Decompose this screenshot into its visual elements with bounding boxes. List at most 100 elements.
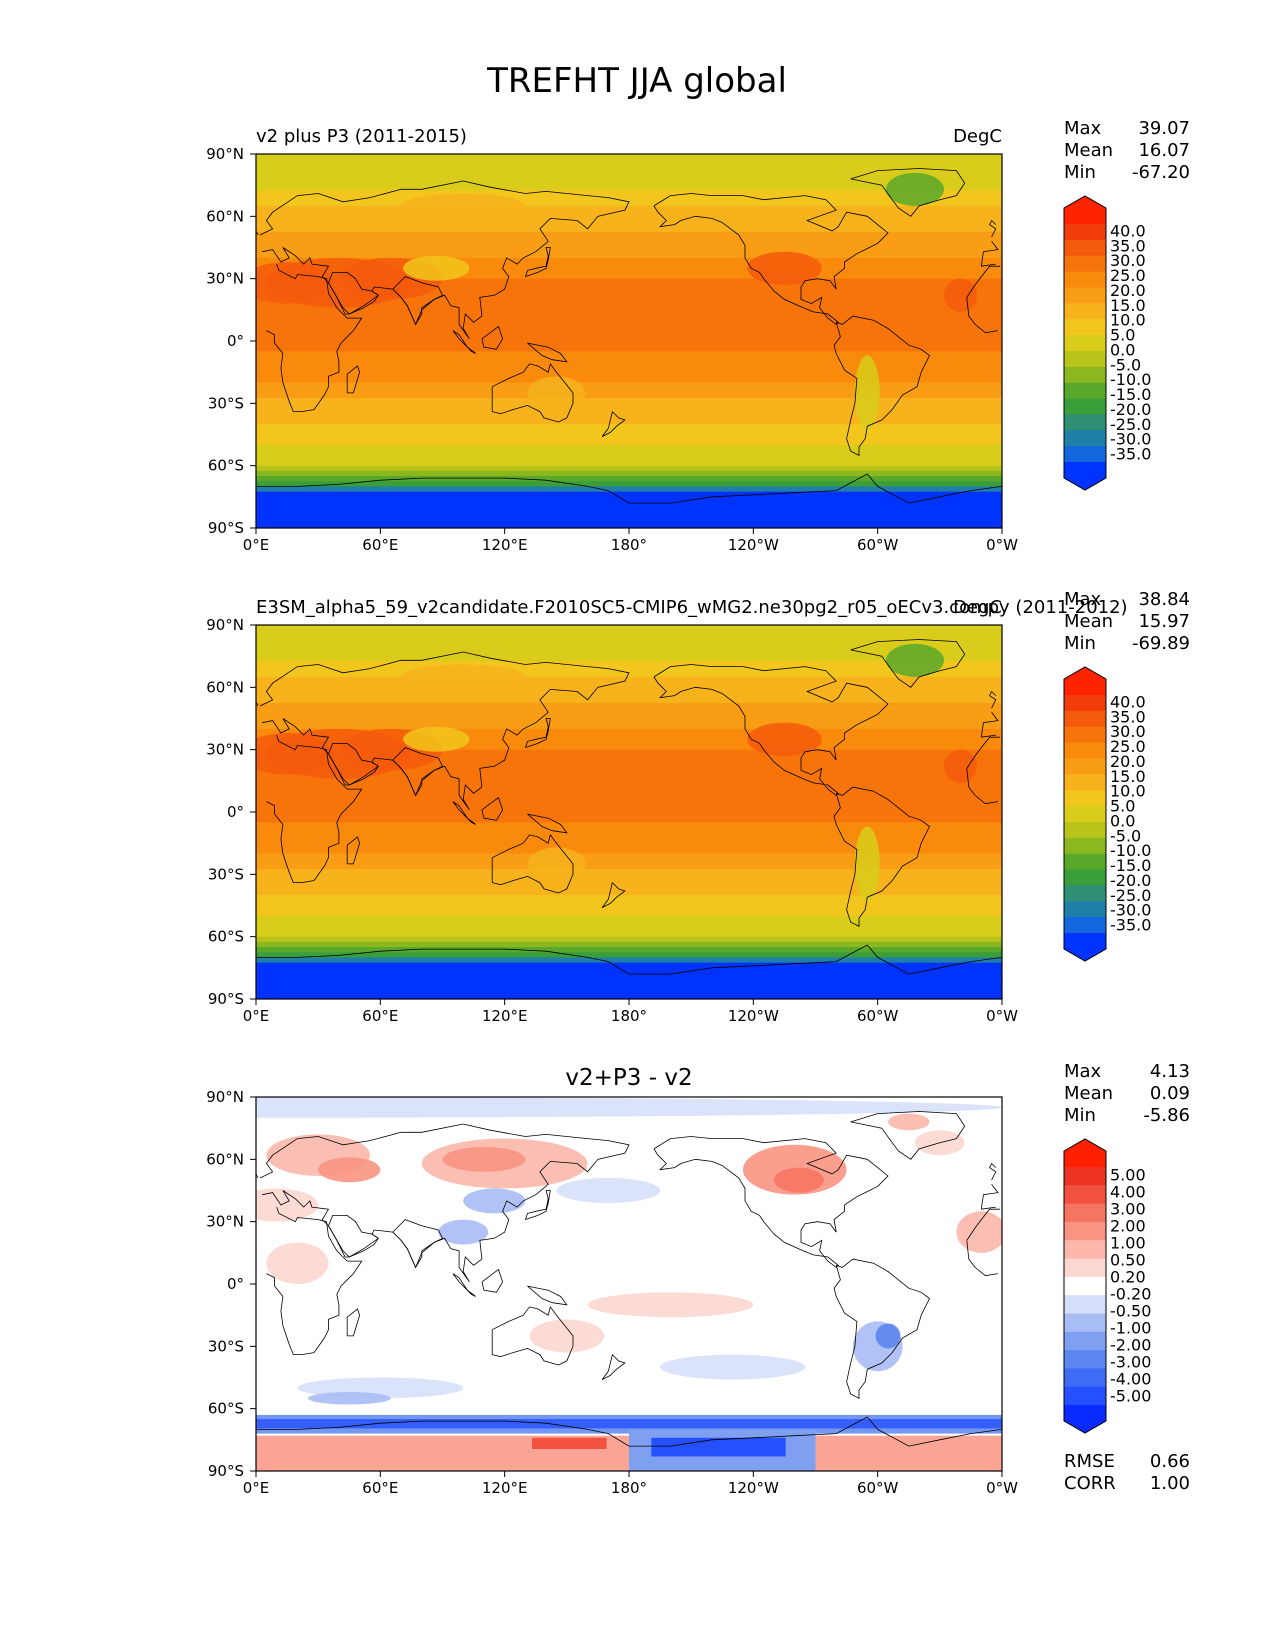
stat-label: RMSE: [1064, 1451, 1115, 1472]
y-tick-label: 90°S: [208, 990, 244, 1008]
temperature-band: [256, 450, 1002, 456]
coastline: [266, 1206, 1000, 1355]
temperature-band: [256, 226, 1002, 233]
colorbar-outline: [1063, 666, 1107, 962]
coastline: [601, 411, 626, 437]
temperature-band: [256, 702, 1002, 709]
colorbar-label: -20.0: [1110, 400, 1151, 419]
stat-value: 39.07: [1138, 118, 1190, 139]
coastline: [481, 796, 504, 821]
colorbar-bin: [1064, 239, 1106, 257]
x-tick-label: 60°W: [857, 536, 899, 554]
colorbar-bin: [1064, 853, 1106, 871]
colorbar-label: 10.0: [1110, 782, 1146, 801]
colorbar-bin: [1064, 335, 1106, 352]
x-tick-label: 180°: [611, 1007, 647, 1025]
temperature-band: [256, 382, 1002, 389]
colorbar-bin: [1064, 790, 1106, 807]
colorbar-bin: [1064, 430, 1106, 447]
colorbar-label: -20.0: [1110, 871, 1151, 890]
map-panel-reference: 0°E 60°E 120°E 180° 120°W 60°W 0°W 90°N 60°N 30°N…: [206, 589, 1190, 1025]
temperature-band: [256, 796, 1002, 803]
temperature-band: [256, 502, 1002, 508]
temperature-band: [256, 278, 1002, 285]
colorbar-bin: [1064, 821, 1106, 839]
x-tick-label: 120°W: [728, 1007, 779, 1025]
colorbar-label: 15.0: [1110, 296, 1146, 315]
temperature-band: [256, 988, 1002, 995]
temperature-band: [256, 744, 1002, 751]
temperature-band: [256, 630, 1002, 636]
temperature-band: [256, 905, 1002, 912]
coastline: [850, 639, 966, 688]
x-tick-label: 0°E: [243, 536, 270, 554]
stat-value: 16.07: [1138, 140, 1190, 161]
temperature-band: [256, 315, 1002, 321]
temperature-band: [256, 926, 1002, 933]
temperature-band: [256, 460, 1002, 467]
panel-title-left: E3SM_alpha5_59_v2candidate.F2010SC5-CMIP…: [256, 597, 1128, 618]
colorbar-extend-max: [1064, 196, 1106, 224]
x-tick-label: 60°E: [362, 1007, 398, 1025]
colorbar-bin: [1064, 366, 1106, 384]
difference-anomaly: [318, 1157, 381, 1183]
colorbar-bin: [1064, 1167, 1106, 1186]
colorbar-bin: [1064, 1185, 1106, 1205]
x-tick-label: 60°W: [857, 1479, 899, 1497]
temperature-band: [256, 221, 1002, 228]
coastline: [452, 330, 476, 354]
temperature-anomaly: [403, 726, 470, 752]
colorbar: 5.004.003.002.001.000.500.20-0.20-0.50-1…: [1063, 1138, 1151, 1434]
colorbar-label: -10.0: [1110, 370, 1151, 389]
panel-title-right: DegC: [953, 126, 1002, 147]
y-tick-label: 60°N: [206, 1150, 244, 1168]
temperature-band: [256, 351, 1002, 358]
difference-background: [256, 1097, 1002, 1471]
y-tick-label: 60°N: [206, 678, 244, 696]
difference-anomaly: [438, 1219, 489, 1245]
coastline: [481, 325, 504, 350]
temperature-band: [256, 895, 1002, 901]
temperature-band: [256, 765, 1002, 772]
temperature-band: [256, 734, 1002, 740]
coastline: [833, 1258, 931, 1399]
colorbar-bin: [1064, 255, 1106, 273]
stat-value: 0.66: [1150, 1451, 1190, 1472]
coastline: [525, 247, 551, 277]
temperature-band: [256, 299, 1002, 306]
temperature-band: [256, 640, 1002, 647]
temperature-band: [256, 770, 1002, 777]
colorbar-bin: [1064, 1203, 1106, 1223]
y-tick-label: 0°: [227, 1275, 244, 1293]
difference-anomaly-negative: [651, 1437, 786, 1457]
stat-value: 0.09: [1150, 1083, 1190, 1104]
colorbar-label: -15.0: [1110, 856, 1151, 875]
colorbar-label: -4.00: [1110, 1370, 1151, 1389]
temperature-band: [256, 408, 1002, 415]
map-panel-difference: 0°E 60°E 120°E 180° 120°W 60°W 0°W 90°N 60°N 30°N…: [206, 1061, 1190, 1497]
colorbar-bin: [1064, 742, 1106, 759]
coastline: [527, 1285, 568, 1306]
temperature-band: [256, 973, 1002, 979]
x-tick-label: 60°E: [362, 1479, 398, 1497]
temperature-band: [256, 413, 1002, 420]
colorbar-bin: [1064, 869, 1106, 886]
colorbar-label: 5.0: [1110, 797, 1135, 816]
colorbar-bin: [1064, 1331, 1106, 1351]
colorbar-label: 10.0: [1110, 311, 1146, 330]
temperature-anomaly: [747, 251, 822, 285]
temperature-band: [256, 372, 1002, 378]
colorbar-bin: [1064, 885, 1106, 902]
stat-value: 15.97: [1138, 611, 1190, 632]
colorbar-label: 30.0: [1110, 722, 1146, 741]
temperature-band: [256, 257, 1002, 264]
temperature-band: [256, 837, 1002, 844]
colorbar-label: -5.0: [1110, 355, 1141, 374]
temperature-band: [256, 749, 1002, 756]
stat-value: 4.13: [1150, 1061, 1190, 1082]
temperature-band: [256, 780, 1002, 787]
y-tick-label: 90°S: [208, 1462, 244, 1480]
temperature-band: [256, 863, 1002, 870]
temperature-anomaly: [256, 262, 333, 304]
